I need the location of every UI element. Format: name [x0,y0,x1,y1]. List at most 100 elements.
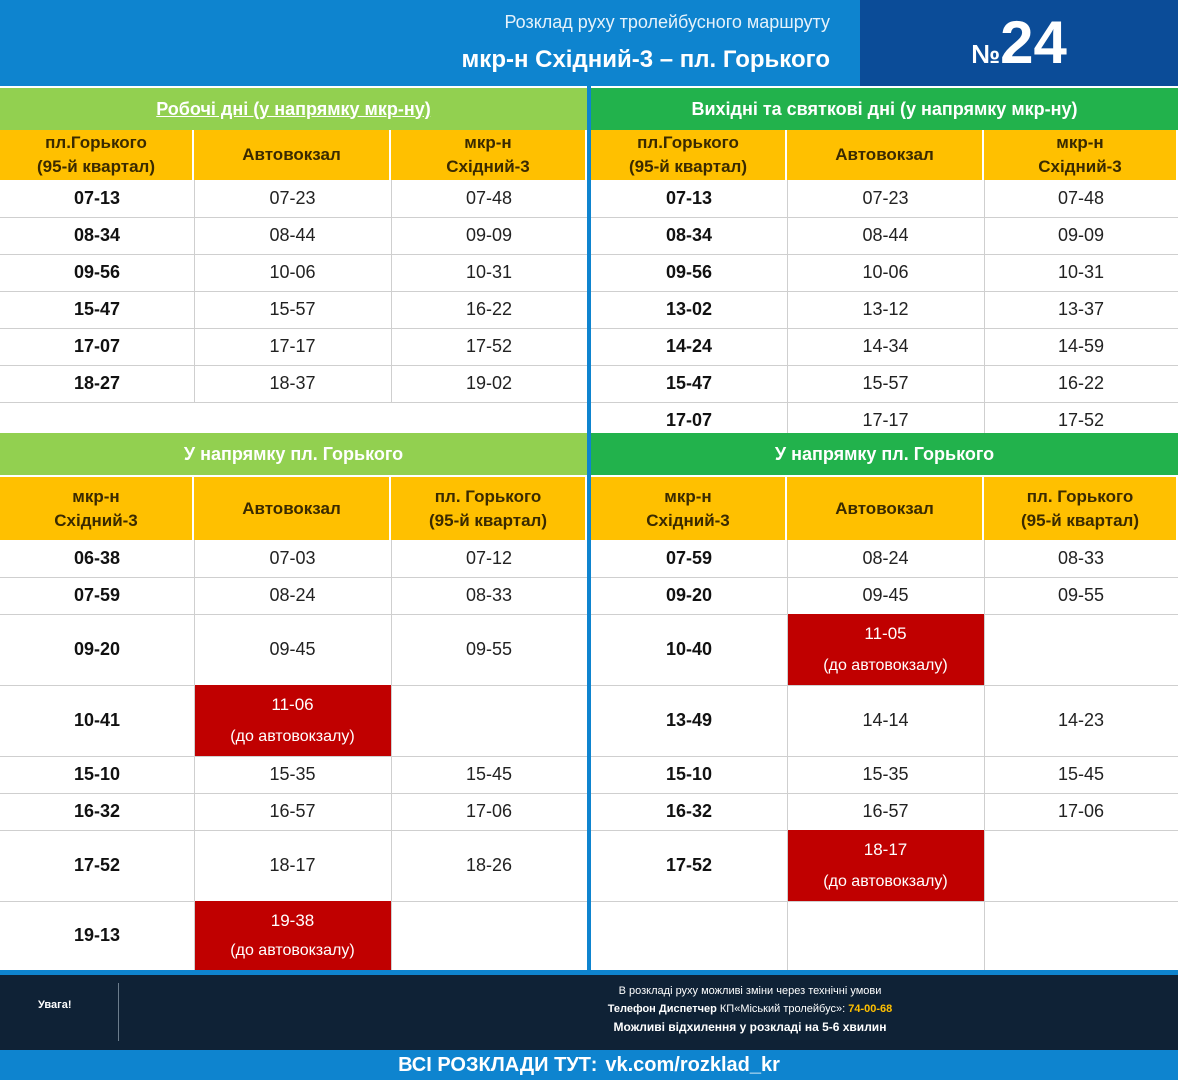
time-cell: 07-23 [269,188,316,208]
time-cell [984,614,1178,685]
time-cell: 08-24 [862,548,909,568]
row-divider [0,830,587,831]
time-cell: 18-17 [269,855,316,875]
row-divider [0,328,587,329]
time-cell: 16-32 [665,801,713,821]
time-cell: 17-52 [665,855,713,875]
all-schedules-label: ВСІ РОЗКЛАДИ ТУТ: [398,1053,598,1076]
page-subtitle: Розклад руху тролейбусного маршруту [504,12,830,32]
time-cell: 14-59 [1057,336,1105,356]
time-value: 11-05 [864,624,907,644]
time-cell: 15-45 [1057,764,1105,784]
time-cell: 17-17 [862,410,909,430]
time-cell: 19-13 [73,925,121,945]
footer-note-deviation: Можливі відхилення у розкладі на 5-6 хви… [613,1020,887,1034]
time-cell: 08-33 [1057,548,1105,568]
time-cell [787,901,984,970]
row-divider [591,365,1178,366]
route-number-prefix: № [971,39,1001,69]
row-divider [0,402,587,403]
time-cell: 14-14 [862,710,909,730]
to-station-note: (до автовокзалу) [230,727,355,745]
time-cell-to-station: 11-06 (до автовокзалу) [194,685,391,756]
time-cell: 13-49 [665,710,713,730]
footer: Увага! В розкладі руху можливі зміни чер… [0,975,1178,1050]
time-cell: 17-52 [465,336,513,356]
row-divider [591,793,1178,794]
time-cell: 09-45 [862,585,909,605]
route-title: мкр-н Східний-3 – пл. Горького [461,46,830,73]
time-cell: 07-12 [465,548,513,568]
time-cell [591,901,787,970]
time-cell: 09-56 [665,262,713,282]
column-header: Автовокзал [787,477,984,540]
time-cell: 16-22 [1057,373,1105,393]
time-cell: 15-10 [665,764,713,784]
row-divider [591,254,1178,255]
column-header: Автовокзал [787,130,984,180]
time-cell [984,901,1178,970]
time-cell: 08-33 [465,585,513,605]
time-cell: 15-47 [73,299,121,319]
row-divider [0,793,587,794]
time-cell: 07-03 [269,548,316,568]
row-divider [591,328,1178,329]
row-divider [0,756,587,757]
time-cell: 09-20 [665,585,713,605]
row-divider [591,577,1178,578]
time-cell [391,685,587,756]
row-divider [0,577,587,578]
column-header: мкр-н Східний-3 [984,130,1178,180]
time-cell: 15-35 [862,764,909,784]
warning-label: Увага! [38,999,72,1011]
time-cell: 10-06 [862,262,909,282]
column-header: Автовокзал [194,477,391,540]
time-cell: 15-45 [465,764,513,784]
section-title: У напрямку пл. Горького [591,433,1178,475]
all-schedules-bar: ВСІ РОЗКЛАДИ ТУТ: vk.com/rozklad_kr [0,1050,1178,1080]
row-divider [591,685,1178,686]
all-schedules-link[interactable]: vk.com/rozklad_kr [605,1053,780,1076]
time-cell: 16-32 [73,801,121,821]
time-cell: 09-09 [1057,225,1105,245]
time-cell: 10-31 [1057,262,1105,282]
row-divider [591,901,1178,902]
column-divider-line [984,540,985,970]
footer-dispatcher-label: Телефон Диспетчер [607,1003,717,1015]
time-cell: 10-41 [73,710,121,730]
column-header: пл.Горького (95-й квартал) [0,130,194,180]
time-cell: 07-59 [665,548,713,568]
row-divider [591,291,1178,292]
time-cell: 18-26 [465,855,513,875]
column-header: Автовокзал [194,130,391,180]
column-divider-line [391,540,392,970]
to-station-note: (до автовокзалу) [823,872,948,890]
time-cell-to-station: 19-38 (до автовокзалу) [194,901,391,970]
time-cell: 10-40 [665,639,713,659]
time-cell [984,830,1178,901]
time-cell: 08-44 [269,225,316,245]
time-cell: 13-02 [665,299,713,319]
time-value: 11-06 [271,695,314,715]
time-cell: 13-12 [862,299,909,319]
time-cell: 09-55 [1057,585,1105,605]
time-cell: 10-06 [269,262,316,282]
column-header: мкр-н Східний-3 [591,477,787,540]
row-divider [0,217,587,218]
time-cell: 17-07 [665,410,713,430]
time-cell: 16-57 [269,801,316,821]
row-divider [591,756,1178,757]
footer-dispatcher: Телефон Диспетчер КП«Міський тролейбус»:… [0,1003,1178,1015]
time-cell [391,901,587,970]
route-number-badge: № 24 [860,0,1178,86]
time-cell: 17-06 [465,801,513,821]
time-cell: 07-48 [1057,188,1105,208]
time-cell: 09-45 [269,639,316,659]
row-divider [591,402,1178,403]
time-cell: 14-23 [1057,710,1105,730]
time-cell: 07-13 [665,188,713,208]
column-header: мкр-н Східний-3 [0,477,194,540]
route-number: 24 [1000,9,1067,76]
time-cell: 08-34 [665,225,713,245]
to-station-note: (до автовокзалу) [823,656,948,674]
